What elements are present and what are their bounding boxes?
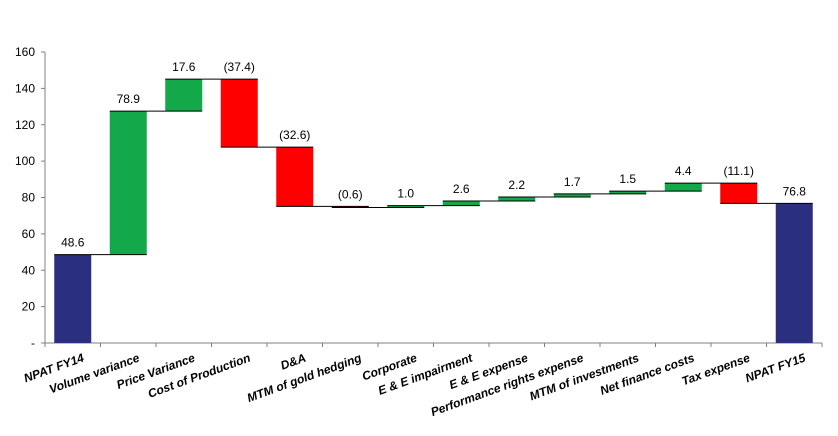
category-label: NPAT FY15	[743, 351, 807, 386]
data-label: (37.4)	[224, 60, 255, 74]
y-tick-label: 160	[15, 45, 35, 59]
data-label: 1.7	[564, 175, 581, 189]
data-label: 1.0	[397, 187, 414, 201]
bar	[276, 147, 314, 207]
y-tick-label: 60	[22, 227, 36, 241]
bar	[109, 111, 147, 255]
data-label: 17.6	[172, 60, 196, 74]
bar	[220, 79, 258, 148]
y-axis: - 20 40 60 80 100 120 140 160	[15, 45, 46, 350]
data-label: 1.5	[619, 172, 636, 186]
y-tick-label: 100	[15, 154, 35, 168]
data-label: (11.1)	[724, 164, 754, 178]
data-label: 4.4	[675, 164, 692, 178]
y-tick-label: 40	[22, 263, 36, 277]
data-label: (32.6)	[279, 128, 310, 142]
bar	[609, 191, 647, 194]
data-label: 2.2	[508, 178, 525, 192]
data-label: 76.8	[783, 184, 807, 198]
y-tick-label: 120	[15, 118, 35, 132]
bars	[54, 79, 813, 343]
data-label: 48.6	[61, 236, 85, 250]
y-tick-label: -	[31, 336, 35, 350]
y-tick-label: 80	[22, 191, 36, 205]
x-axis	[44, 342, 823, 347]
y-tick-label: 20	[22, 300, 36, 314]
category-label: D&A	[279, 351, 308, 373]
bar	[498, 196, 536, 201]
bar	[553, 193, 591, 197]
y-tick-label: 140	[15, 81, 35, 95]
bar	[54, 254, 92, 343]
data-label: 2.6	[453, 182, 470, 196]
bar	[165, 79, 203, 112]
bar	[664, 183, 702, 192]
data-label: 78.9	[117, 92, 141, 106]
bar	[442, 200, 480, 206]
bar	[775, 203, 813, 343]
data-label: (0.6)	[338, 187, 363, 201]
bar	[387, 205, 425, 208]
connectors	[54, 78, 813, 256]
bar	[720, 183, 758, 204]
data-labels: 48.6 78.9 17.6 (37.4) (32.6) (0.6) 1.0 2.6 2.2 1.…	[61, 60, 806, 250]
